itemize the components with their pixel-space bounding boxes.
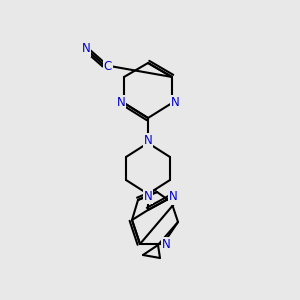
Text: C: C	[104, 59, 112, 73]
Text: N: N	[117, 97, 125, 110]
Text: N: N	[82, 43, 90, 56]
Text: N: N	[144, 134, 152, 148]
Text: N: N	[144, 190, 152, 202]
Text: N: N	[162, 238, 170, 251]
Text: N: N	[171, 97, 179, 110]
Text: N: N	[169, 190, 177, 203]
